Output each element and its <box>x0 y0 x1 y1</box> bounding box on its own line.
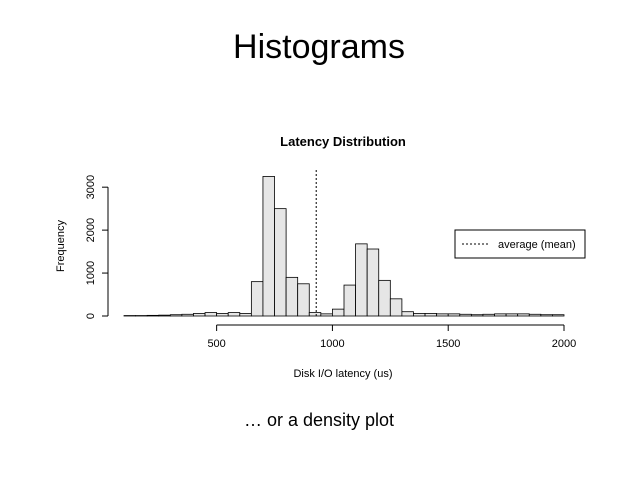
histogram-bar <box>204 312 218 317</box>
histogram-bar <box>297 283 310 317</box>
x-tick-label: 2000 <box>552 338 576 350</box>
chart-title: Latency Distribution <box>280 134 406 149</box>
histogram-bar <box>250 281 264 317</box>
histogram-bar <box>158 314 171 317</box>
histogram-bar <box>459 313 472 317</box>
histogram-bar <box>424 313 438 317</box>
legend-label: average (mean) <box>498 239 576 251</box>
histogram-bar <box>169 314 183 317</box>
histogram-bar <box>227 312 241 317</box>
slide-title: Histograms <box>233 28 405 66</box>
y-tick-label: 3000 <box>85 175 97 199</box>
histogram-bar <box>285 276 299 317</box>
histogram-bar <box>320 313 333 317</box>
y-tick-label: 0 <box>85 313 97 319</box>
histogram-bar <box>366 248 380 317</box>
histogram-bar <box>505 313 519 317</box>
y-tick-label: 1000 <box>85 261 97 285</box>
histogram-bar <box>274 208 287 317</box>
histogram-bar <box>482 313 495 317</box>
histogram-bar <box>447 313 461 317</box>
legend-box <box>454 229 586 259</box>
histogram-bar <box>401 311 414 317</box>
histogram-bar <box>552 314 565 317</box>
histogram-bar <box>378 279 391 317</box>
histogram-bar <box>181 313 194 317</box>
histogram-bar <box>262 176 275 317</box>
x-axis: 500 1000 1500 2000 <box>207 324 576 350</box>
histogram-bar <box>332 308 345 317</box>
slide-caption: … or a density plot <box>243 410 395 430</box>
histogram-bars <box>123 176 565 317</box>
x-tick-label: 500 <box>207 338 225 350</box>
x-axis-label: Disk I/O latency (us) <box>293 368 392 380</box>
x-tick-label: 1500 <box>436 338 460 350</box>
histogram-bar <box>193 313 206 317</box>
y-axis-label: Frequency <box>55 220 67 272</box>
histogram-bar <box>355 243 368 317</box>
histogram-bar <box>494 313 507 317</box>
y-axis: 0 1000 2000 3000 <box>85 175 109 319</box>
histogram-bar <box>239 313 252 317</box>
histogram-bar <box>343 284 356 317</box>
legend: average (mean) <box>454 229 586 259</box>
histogram-bar <box>308 312 322 317</box>
histogram-bar <box>528 313 542 317</box>
histogram-bar <box>470 314 484 317</box>
histogram-bar <box>216 313 229 317</box>
histogram-bar <box>540 314 553 317</box>
histogram-bar <box>436 313 449 317</box>
x-tick-label: 1000 <box>320 338 344 350</box>
histogram-bar <box>146 314 160 317</box>
histogram-bar <box>413 313 426 317</box>
histogram-bar <box>389 298 403 317</box>
y-tick-label: 2000 <box>85 218 97 242</box>
histogram-bar <box>517 313 530 317</box>
